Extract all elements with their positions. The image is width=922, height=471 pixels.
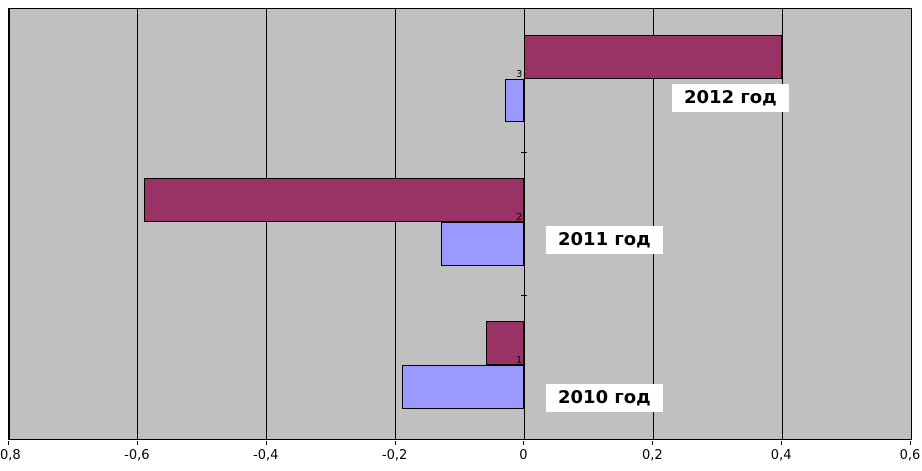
x-axis-tickmark (781, 441, 783, 445)
category-axis-label: 1 (516, 355, 523, 367)
x-axis-tickmark (136, 441, 138, 445)
data-label-2010-год: 2010 год (546, 384, 663, 412)
x-tick-label: -0,6 (124, 448, 150, 463)
x-tick-label: 0,4 (770, 448, 792, 463)
x-axis-tickmark (652, 441, 654, 445)
x-tick-label: -0,8 (0, 448, 21, 463)
bar-series-magenta-cat3 (524, 34, 783, 79)
x-axis-tickmark (523, 441, 525, 445)
gridline (395, 9, 397, 439)
x-tick-label: 0 (519, 448, 528, 463)
gridline (781, 9, 783, 439)
data-label-2011-год: 2011 год (546, 226, 663, 254)
x-axis-tickmark (265, 441, 267, 445)
bar-series-blue-cat3 (505, 78, 525, 123)
gridline (523, 9, 525, 439)
x-axis-tickmark (8, 441, 9, 445)
bar-series-blue-cat1 (402, 365, 525, 409)
category-axis-tickmark (521, 151, 528, 153)
plot-area: 1 2 3 (8, 8, 912, 440)
x-tick-label: 0,6 (899, 448, 921, 463)
data-label-2012-год: 2012 год (672, 84, 789, 112)
bar-series-blue-cat2 (440, 221, 525, 266)
gridline (652, 9, 654, 439)
category-axis-tickmark (521, 295, 528, 297)
gridline (137, 9, 139, 439)
x-tick-label: -0,2 (381, 448, 408, 463)
x-tick-label: -0,4 (253, 448, 279, 463)
x-axis: -0,8 -0,6 -0,4 -0,2 0 0,2 0,4 0,6 (0, 441, 920, 469)
x-axis-tickmark (910, 441, 911, 445)
category-axis-label: 3 (516, 68, 523, 80)
bar-series-magenta-cat1 (485, 321, 525, 366)
bar-series-magenta-cat2 (144, 178, 525, 222)
x-tick-label: 0,2 (641, 448, 663, 463)
gridline (8, 9, 10, 439)
gridline (266, 9, 268, 439)
x-axis-tickmark (394, 441, 396, 445)
category-axis-label: 2 (516, 212, 523, 223)
gridline (910, 9, 912, 439)
